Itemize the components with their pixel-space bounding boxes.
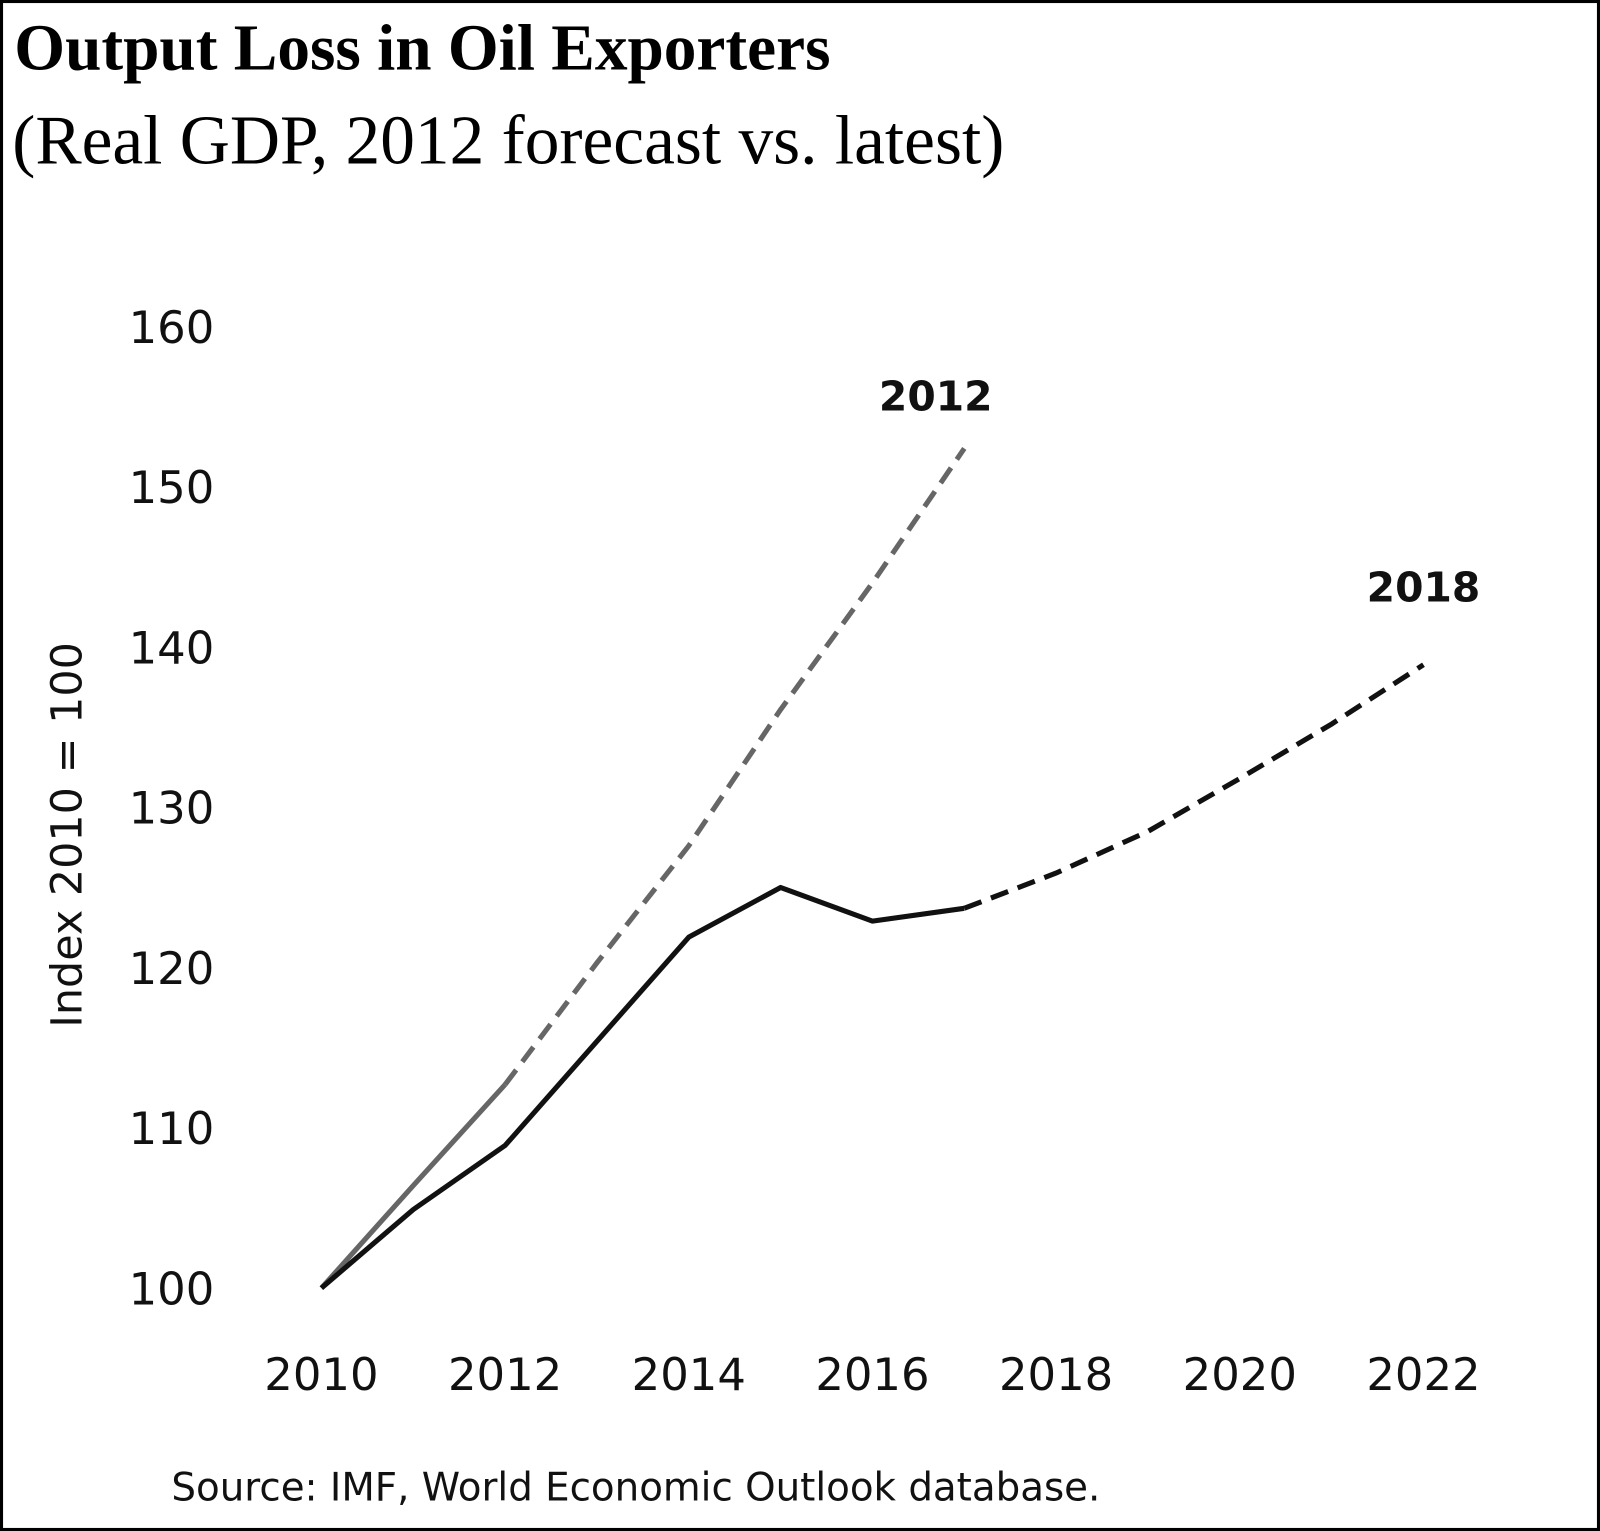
chart-subtitle: (Real GDP, 2012 forecast vs. latest) [12, 102, 1004, 179]
series-2018-forecast-line [963, 662, 1425, 911]
x-tick-label: 2022 [1366, 1348, 1480, 1401]
x-tick-label: 2010 [264, 1348, 378, 1401]
source-note: Source: IMF, World Economic Outlook data… [171, 1465, 1100, 1510]
x-tick-label: 2012 [448, 1348, 562, 1401]
y-tick-label: 120 [129, 942, 215, 995]
y-tick-label: 110 [129, 1102, 215, 1155]
y-axis-label: Index 2010 = 100 [43, 642, 93, 1028]
y-tick-label: 140 [129, 621, 215, 674]
series-label-2018: 2018 [1367, 563, 1481, 611]
series-2012-forecast-line [503, 446, 967, 1087]
y-tick-label: 130 [129, 782, 215, 835]
chart-title: Output Loss in Oil Exporters [14, 12, 830, 84]
x-tick-label: 2016 [815, 1348, 929, 1401]
y-tick-label: 150 [129, 461, 215, 514]
y-tick-label: 160 [129, 301, 215, 354]
x-tick-label: 2014 [632, 1348, 746, 1401]
series-label-2012: 2012 [879, 373, 993, 421]
series-2012-actual-line [319, 1082, 507, 1290]
y-tick-label: 100 [129, 1262, 215, 1315]
x-tick-label: 2018 [999, 1348, 1113, 1401]
x-tick-label: 2020 [1183, 1348, 1297, 1401]
series-2018-actual-line [319, 884, 965, 1291]
